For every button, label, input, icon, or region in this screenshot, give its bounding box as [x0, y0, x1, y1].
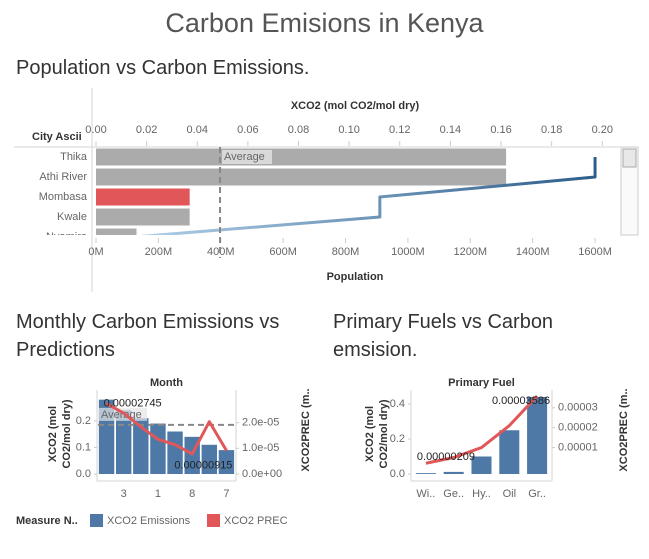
y-axis-title: XCO2 (mol CO2/mol dry): [47, 399, 73, 469]
bar: [96, 208, 190, 226]
category-label: Mombasa: [39, 191, 88, 203]
section-title: Population vs Carbon Emissions.: [16, 57, 310, 79]
x-tick-label: Hy..: [472, 488, 491, 500]
x2-axis-title: Population: [327, 271, 384, 283]
x-tick-label: 0.18: [541, 124, 562, 136]
bar: [218, 450, 235, 474]
average-label: Average: [224, 151, 265, 163]
y2-tick-label: 0.00001: [558, 441, 598, 453]
x-tick-label: 0.00: [85, 124, 106, 136]
scrollbar[interactable]: [620, 146, 639, 236]
header: Month: [150, 377, 183, 389]
x-tick-label: Gr..: [528, 488, 546, 500]
x-tick-label: 0.14: [440, 124, 461, 136]
bar: [96, 148, 507, 166]
prediction-line: [105, 402, 228, 456]
x-tick-label: Ge..: [443, 488, 464, 500]
rows: Thika Athi River Mombasa Kwale Nyamira: [39, 148, 597, 243]
x2-tick-label: 1200M: [453, 246, 487, 258]
bar: [443, 471, 464, 474]
x-tick-label: 0.16: [490, 124, 511, 136]
value-label: 0.00000915: [174, 459, 232, 471]
legend-label: XCO2 Emissions: [107, 515, 191, 527]
y-tick-label: 0.0: [390, 468, 405, 480]
bar: [133, 418, 149, 474]
legend-swatch: [90, 514, 103, 527]
bar: [115, 410, 132, 474]
value-label: 0.00000209: [417, 451, 475, 463]
y-tick-label: 0.0: [76, 468, 91, 480]
y2-tick-label: 2.0e-05: [242, 417, 279, 429]
x-tick-label: Oil: [503, 488, 516, 500]
x-tick-label: 7: [223, 488, 229, 500]
header: Primary Fuel: [448, 377, 515, 389]
x-tick-label: 0.02: [136, 124, 157, 136]
category-label: Nyamira: [46, 231, 88, 243]
category-label: Thika: [60, 151, 88, 163]
y-tick-label: 0.2: [76, 415, 91, 427]
x-tick-label: 8: [189, 488, 195, 500]
x-tick-label: Wi..: [416, 488, 435, 500]
x2-tick-label: 1600M: [578, 246, 612, 258]
x2-tick-label: 0M: [88, 246, 103, 258]
section-title: Monthly Carbon Emissions vs Predictions: [16, 311, 280, 361]
y-tick-label: 0.4: [390, 398, 405, 410]
x2-tick-label: 800M: [332, 246, 360, 258]
value-label: 0.00002745: [104, 397, 162, 409]
dashboard-title: Carbon Emisions in Kenya: [165, 8, 484, 38]
bar: [201, 444, 218, 474]
y2-axis-title: XCO2PREC (m..: [300, 388, 312, 472]
x-tick-label: 0.06: [237, 124, 258, 136]
x-tick-label: 0.20: [592, 124, 613, 136]
average-label-bg: [222, 150, 273, 164]
bar: [415, 473, 436, 474]
y2-tick-label: 0.0e+00: [242, 468, 282, 480]
category-label: Athi River: [39, 171, 87, 183]
y2-tick-label: 0.00003: [558, 402, 598, 414]
x2-tick-label: 600M: [269, 246, 297, 258]
bar: [471, 456, 492, 474]
y2-axis-title: XCO2PREC (m..: [618, 388, 630, 472]
bar: [150, 423, 166, 474]
population-line: [139, 157, 597, 235]
x-tick-label: 3: [121, 488, 127, 500]
bar: [96, 228, 137, 235]
category-label: Kwale: [57, 211, 87, 223]
y-axis-title: XCO2 (mol CO2/mol dry): [364, 399, 390, 469]
x-tick-label: 0.10: [338, 124, 359, 136]
value-label: 0.00003586: [492, 395, 550, 407]
y-tick-label: 0.1: [76, 441, 91, 453]
x2-tick-label: 1000M: [391, 246, 425, 258]
scrollbar-thumb[interactable]: [622, 148, 637, 168]
y2-tick-label: 0.00002: [558, 422, 598, 434]
x2-tick-label: 200M: [145, 246, 173, 258]
row-header: City Ascii: [32, 131, 82, 143]
legend-title: Measure N..: [16, 515, 78, 527]
y2-tick-label: 1.0e-05: [242, 442, 279, 454]
prediction-line: [425, 395, 539, 465]
x-axis-title: XCO2 (mol CO2/mol dry): [291, 100, 420, 112]
y-tick-label: 0.2: [390, 433, 405, 445]
bar: [96, 168, 507, 186]
bar: [527, 397, 548, 474]
x-tick-label: 0.08: [288, 124, 309, 136]
bar: [96, 188, 190, 206]
x-tick-label: 1: [155, 488, 161, 500]
x-tick-label: 0.04: [187, 124, 208, 136]
section-title: Primary Fuels vs Carbon emsision.: [333, 311, 554, 361]
legend-swatch: [207, 514, 220, 527]
legend-label: XCO2 PREC: [224, 515, 288, 527]
x2-tick-label: 1400M: [516, 246, 550, 258]
x-tick-label: 0.12: [389, 124, 410, 136]
bar: [499, 430, 520, 474]
